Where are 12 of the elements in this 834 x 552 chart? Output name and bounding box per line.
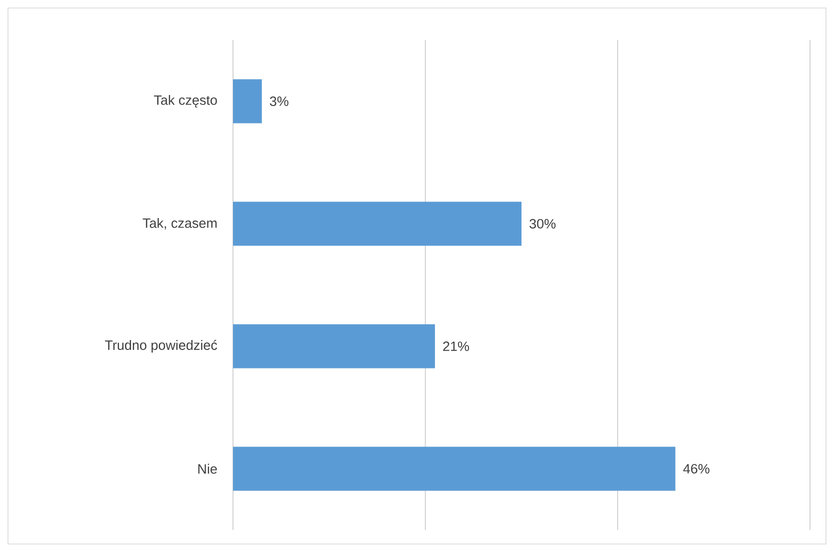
data-label: 46% xyxy=(683,464,710,474)
y-tick-label: Tak często xyxy=(154,94,217,108)
bar xyxy=(233,79,262,124)
data-label: 21% xyxy=(443,342,469,352)
bar xyxy=(233,324,435,368)
bar xyxy=(233,446,676,491)
bar xyxy=(233,202,522,246)
data-label: 3% xyxy=(270,96,288,106)
data-label: 30% xyxy=(530,218,556,229)
y-tick-label: Trudno powiedzieć xyxy=(104,340,218,353)
y-tick-label: Nie xyxy=(198,464,217,474)
y-tick-label: Tak, czasem xyxy=(142,218,217,230)
